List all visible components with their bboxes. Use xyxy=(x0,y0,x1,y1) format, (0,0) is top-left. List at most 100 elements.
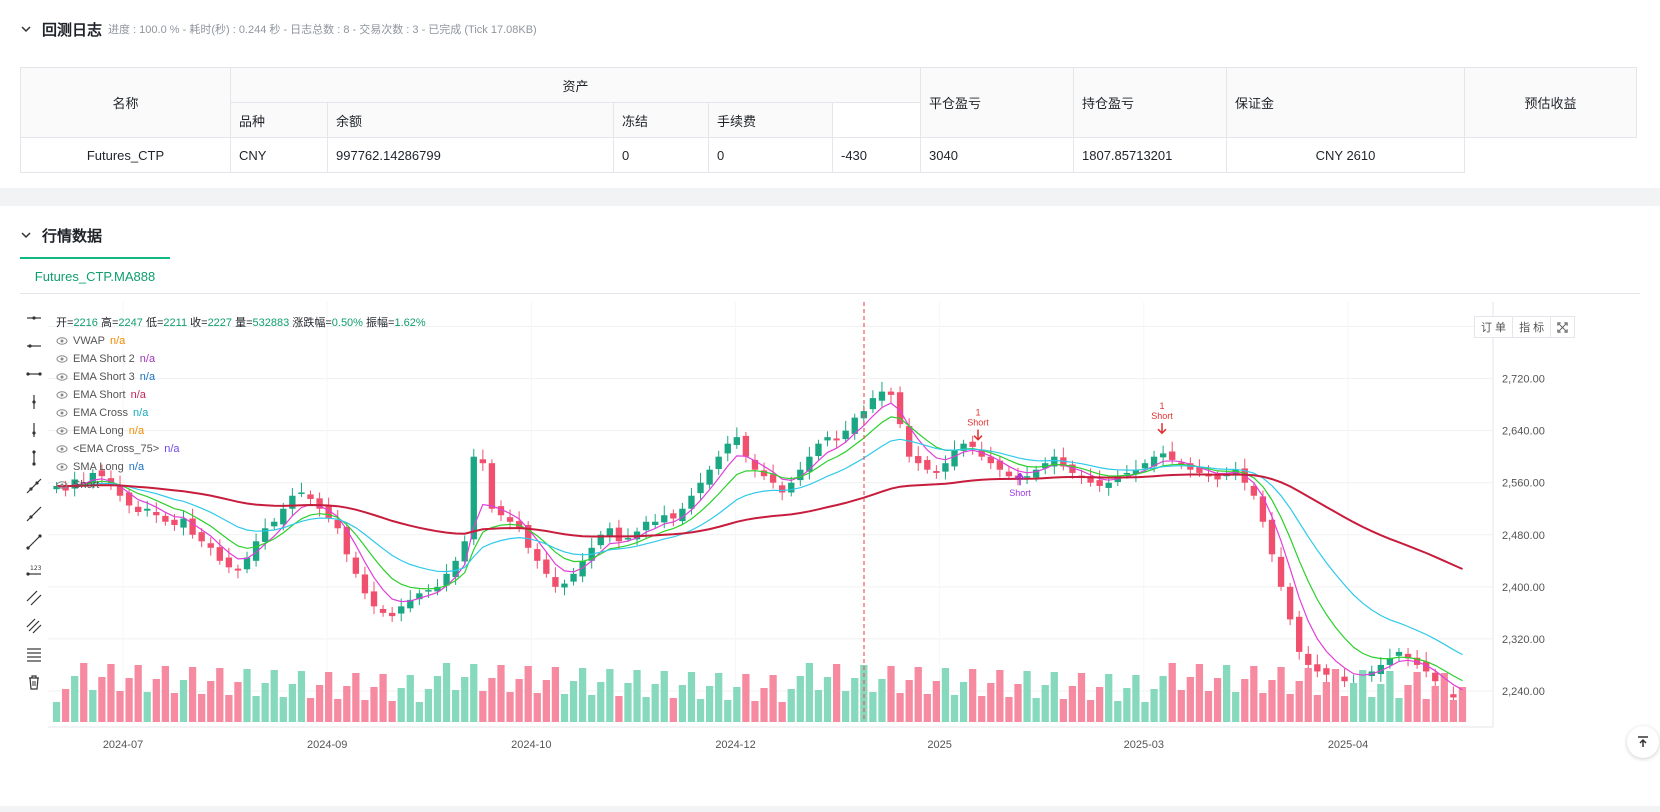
volume-bar xyxy=(479,691,487,722)
volume-bar xyxy=(1440,673,1448,722)
fullscreen-icon[interactable] xyxy=(1551,317,1574,337)
volume-bar xyxy=(715,673,723,722)
horizontal-ray-tool-icon[interactable] xyxy=(22,332,46,360)
eye-icon[interactable] xyxy=(56,389,68,401)
volume-bar xyxy=(143,692,151,722)
scroll-to-top-button[interactable] xyxy=(1627,726,1659,758)
trash-icon[interactable] xyxy=(22,668,46,696)
candle-body xyxy=(788,482,795,493)
candle-body xyxy=(806,456,813,472)
volume-bar xyxy=(1286,694,1294,722)
indicator-row[interactable]: EMA Long n/a xyxy=(56,422,426,440)
horizontal-segment-tool-icon[interactable] xyxy=(22,360,46,388)
indicator-row[interactable]: EMA Short 2 n/a xyxy=(56,350,426,368)
candle-body xyxy=(933,471,940,473)
vertical-line-tool-icon[interactable] xyxy=(22,388,46,416)
candle-body xyxy=(797,469,804,481)
indicator-row[interactable]: <EMA Cross_75> n/a xyxy=(56,440,426,458)
trend-line-tool-icon[interactable] xyxy=(22,472,46,500)
candle-body xyxy=(987,456,994,464)
candle-body xyxy=(1105,482,1112,488)
chevron-down-icon[interactable] xyxy=(20,23,32,35)
indicator-row[interactable]: EMA Short n/a xyxy=(56,386,426,404)
amplitude-value: 1.62% xyxy=(394,317,426,329)
candle-body xyxy=(470,456,477,540)
change-label: 涨跌幅= xyxy=(292,317,332,329)
price-label-tool-icon[interactable]: 123 xyxy=(22,556,46,584)
volume-bar xyxy=(1114,701,1122,722)
eye-icon[interactable] xyxy=(56,371,68,383)
volume-bar xyxy=(1295,681,1303,722)
volume-bar xyxy=(1105,674,1113,722)
low-value: 2211 xyxy=(163,317,188,329)
volume-bar xyxy=(216,668,224,722)
volume-bar xyxy=(742,674,750,722)
candle-body xyxy=(207,543,214,548)
vertical-segment-tool-icon[interactable] xyxy=(22,444,46,472)
volume-bar xyxy=(452,690,460,722)
fibonacci-tool-icon[interactable] xyxy=(22,640,46,668)
volume-bar xyxy=(252,696,260,722)
candle-body xyxy=(624,538,632,540)
moving-average-line xyxy=(56,438,1463,656)
tab-futures-ctp-ma888[interactable]: Futures_CTP.MA888 xyxy=(20,257,170,293)
candle-body xyxy=(216,547,223,561)
horizontal-line-tool-icon[interactable] xyxy=(22,304,46,332)
eye-icon[interactable] xyxy=(56,407,68,419)
chevron-down-icon[interactable] xyxy=(20,229,32,241)
buy-arrow xyxy=(1015,472,1025,486)
indicator-row[interactable]: VWAP n/a xyxy=(56,332,426,350)
candle-body xyxy=(1141,463,1149,469)
triple-channel-tool-icon[interactable] xyxy=(22,612,46,640)
volume-bar xyxy=(1422,699,1430,722)
parallel-channel-tool-icon[interactable] xyxy=(22,584,46,612)
vertical-ray-tool-icon[interactable] xyxy=(22,416,46,444)
candle-body xyxy=(779,485,786,493)
volume-bar xyxy=(1032,698,1040,722)
candle-body xyxy=(434,586,441,592)
volume-bar xyxy=(379,674,387,722)
candle-body xyxy=(1196,467,1203,473)
volume-bar xyxy=(1449,700,1458,722)
volume-bar xyxy=(878,679,886,722)
close-label: 收= xyxy=(190,317,208,329)
order-button[interactable]: 订 单 xyxy=(1475,317,1514,337)
candle-body xyxy=(271,521,278,527)
volume-bar xyxy=(978,696,986,722)
backtest-log-header[interactable]: 回测日志 进度 : 100.0 % - 耗时(秒) : 0.244 秒 - 日志… xyxy=(20,18,537,40)
table-row: Futures_CTP CNY 997762.14286799 0 0 -430… xyxy=(20,137,1637,173)
volume-bar xyxy=(71,676,79,722)
market-data-header[interactable]: 行情数据 xyxy=(20,224,102,246)
volume-bar xyxy=(1068,686,1077,722)
low-label: 低= xyxy=(145,317,164,329)
volume-bar xyxy=(80,663,88,722)
volume-bar xyxy=(1259,693,1267,722)
volume-bar xyxy=(470,664,478,722)
high-value: 2247 xyxy=(118,317,143,329)
ray-line-tool-icon[interactable] xyxy=(22,500,46,528)
segment-tool-icon[interactable] xyxy=(22,528,46,556)
eye-icon[interactable] xyxy=(56,479,68,491)
indicator-row[interactable]: SMA Long n/a xyxy=(56,458,426,476)
candle-body xyxy=(1286,586,1294,620)
candle-body xyxy=(180,518,187,528)
backtest-log-title: 回测日志 xyxy=(42,21,103,39)
eye-icon[interactable] xyxy=(56,443,68,455)
eye-icon[interactable] xyxy=(56,425,68,437)
candle-body xyxy=(280,508,287,525)
indicator-button[interactable]: 指 标 xyxy=(1513,317,1552,337)
candle-body xyxy=(1159,453,1167,458)
eye-icon[interactable] xyxy=(56,335,68,347)
volume-bar xyxy=(1204,691,1213,722)
indicator-row[interactable]: EMA Short 3 n/a xyxy=(56,368,426,386)
indicator-row[interactable]: EMA Cross n/a xyxy=(56,404,426,422)
indicator-row[interactable]: Short xyxy=(56,476,426,494)
volume-bar xyxy=(851,678,859,722)
eye-icon[interactable] xyxy=(56,353,68,365)
eye-icon[interactable] xyxy=(56,461,68,473)
volume-bar xyxy=(125,678,133,722)
candlestick-chart[interactable]: 2,800.002,720.002,640.002,560.002,480.00… xyxy=(48,302,1608,762)
volume-bar xyxy=(325,672,333,722)
candle-body xyxy=(225,557,233,568)
signal-label: Short xyxy=(1151,411,1173,421)
